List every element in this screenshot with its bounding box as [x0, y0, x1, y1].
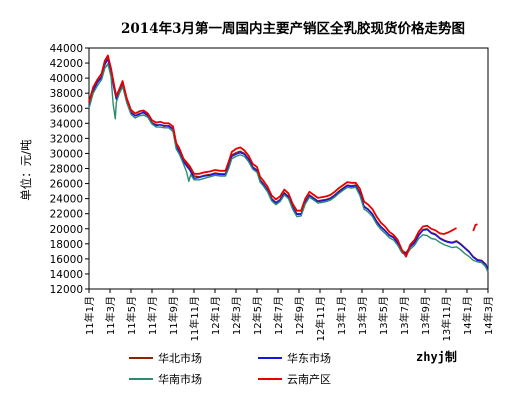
x-tick-label-group: 12年11月	[314, 296, 327, 341]
x-tick-label-group: 11年3月	[104, 296, 117, 335]
x-tick-label: 13年9月	[419, 296, 432, 335]
y-tick-label: 32000	[50, 133, 83, 145]
x-tick-label: 13年1月	[335, 296, 348, 335]
x-tick-label-group: 11年1月	[83, 296, 96, 335]
y-tick-label: 28000	[50, 164, 83, 176]
x-tick-label: 11年5月	[125, 296, 138, 335]
x-tick-label-group: 12年5月	[251, 296, 264, 335]
legend-label: 华东市场	[287, 351, 331, 365]
x-tick-label: 14年3月	[482, 296, 495, 335]
x-tick-label: 12年5月	[251, 296, 264, 335]
y-tick-label: 36000	[50, 103, 83, 115]
y-axis-label-text: 单位：元/吨	[19, 139, 33, 201]
legend-label: 华南市场	[158, 372, 202, 386]
x-tick-label-group: 11年5月	[125, 296, 138, 335]
x-tick-label: 11年9月	[167, 296, 180, 335]
x-tick-label-group: 13年3月	[356, 296, 369, 335]
y-tick-label: 24000	[50, 194, 83, 206]
x-tick-label: 11年3月	[104, 296, 117, 335]
x-tick-label: 14年1月	[461, 296, 474, 335]
chart-title: 2014年3月第一周国内主要产销区全乳胶现货价格走势图	[121, 20, 465, 37]
y-tick-label: 40000	[50, 73, 83, 85]
x-tick-label: 12年9月	[293, 296, 306, 335]
x-tick-label-group: 13年9月	[419, 296, 432, 335]
series-line-4	[88, 54, 478, 258]
series-line-3	[88, 63, 489, 273]
legend-label: 云南产区	[287, 372, 331, 386]
x-tick-label: 12年3月	[230, 296, 243, 335]
x-tick-label-group: 13年11月	[440, 296, 453, 341]
y-axis-label: 单位：元/吨	[19, 139, 33, 201]
y-tick-label: 38000	[50, 88, 83, 100]
x-tick-label-group: 12年3月	[230, 296, 243, 335]
plot-border	[88, 47, 489, 290]
y-tick-label: 16000	[50, 254, 83, 266]
x-tick-label: 11年11月	[188, 296, 201, 341]
x-tick-label-group: 14年1月	[461, 296, 474, 335]
y-tick-label: 42000	[50, 58, 83, 70]
y-tick-label: 44000	[50, 43, 83, 55]
x-tick-label: 12年11月	[314, 296, 327, 341]
x-tick-label: 13年7月	[398, 296, 411, 335]
x-tick-label-group: 13年7月	[398, 296, 411, 335]
y-tick-label: 20000	[50, 224, 83, 236]
x-tick-label: 13年3月	[356, 296, 369, 335]
x-tick-label: 13年11月	[440, 296, 453, 341]
y-tick-label: 14000	[50, 269, 83, 281]
x-tick-label: 12年1月	[209, 296, 222, 335]
x-tick-label-group: 13年1月	[335, 296, 348, 335]
y-tick-label: 12000	[50, 284, 83, 296]
x-tick-label: 13年5月	[377, 296, 390, 335]
series-line-2	[88, 58, 489, 272]
x-tick-label-group: 11年11月	[188, 296, 201, 341]
x-tick-label: 12年7月	[272, 296, 285, 335]
x-tick-label: 11年1月	[83, 296, 96, 335]
x-tick-label-group: 13年5月	[377, 296, 390, 335]
plot-area	[88, 47, 489, 290]
x-axis: 11年1月 11年3月 11年5月 11年7月 11年9月 11年11月 12年1月 12年3…	[83, 289, 495, 341]
x-tick-label-group: 12年7月	[272, 296, 285, 335]
y-tick-label: 30000	[50, 148, 83, 160]
source-label: zhyj制	[416, 349, 457, 364]
y-tick-label: 34000	[50, 118, 83, 130]
y-axis: 12000 14000 16000 18000 20000 22000 24000 26000…	[50, 43, 89, 296]
y-tick-label: 22000	[50, 209, 83, 221]
y-tick-label: 26000	[50, 179, 83, 191]
y-tick-label: 18000	[50, 239, 83, 251]
x-tick-label: 11年7月	[146, 296, 159, 335]
x-tick-label-group: 12年1月	[209, 296, 222, 335]
x-tick-label-group: 11年7月	[146, 296, 159, 335]
x-tick-label-group: 14年3月	[482, 296, 495, 335]
x-tick-label-group: 12年9月	[293, 296, 306, 335]
legend-label: 华北市场	[158, 351, 202, 365]
x-tick-label-group: 11年9月	[167, 296, 180, 335]
series-lines	[88, 54, 489, 273]
